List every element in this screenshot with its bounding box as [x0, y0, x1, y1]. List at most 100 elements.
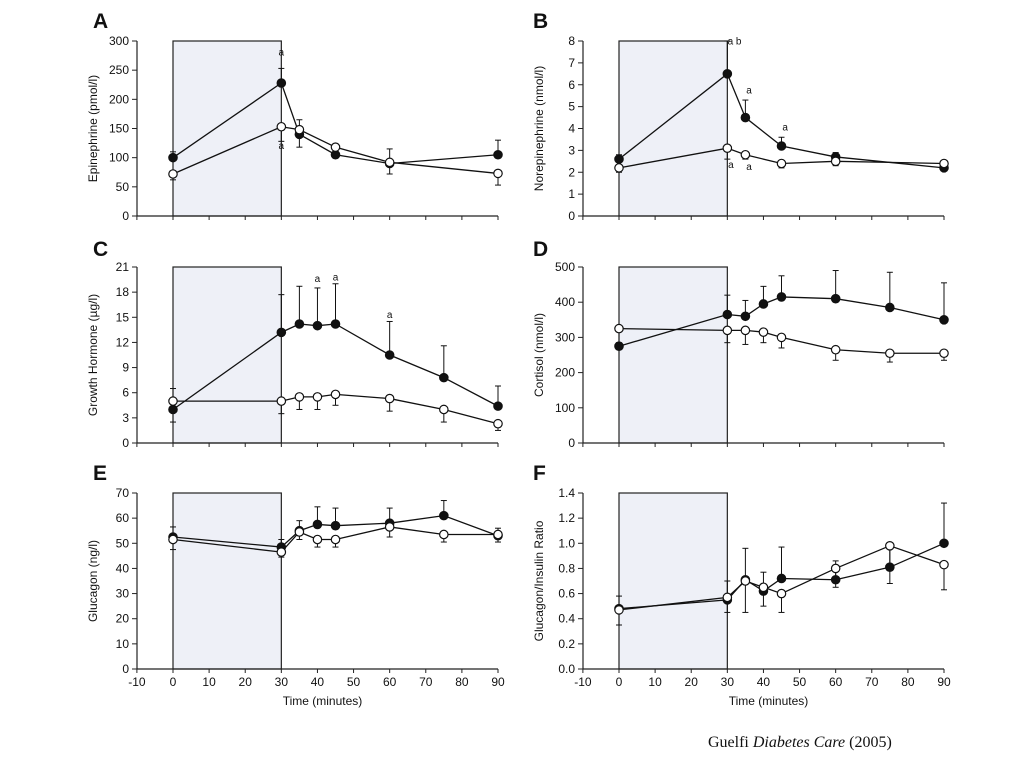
data-point: [384, 350, 395, 360]
x-tick-label: 40: [757, 675, 771, 689]
x-tick-label: 20: [685, 675, 699, 689]
y-tick-label: 3: [568, 143, 575, 157]
data-point: [384, 157, 395, 168]
series-filled: [168, 283, 503, 415]
data-point: [168, 152, 178, 163]
y-tick-label: 10: [116, 637, 130, 651]
data-point: [493, 149, 503, 160]
data-point: [885, 540, 895, 551]
y-tick-label: 40: [116, 561, 130, 575]
data-point: [294, 392, 305, 402]
y-tick-label: 300: [555, 330, 575, 344]
series-open: [168, 121, 503, 186]
y-tick-label: 250: [109, 63, 129, 77]
panel-letter: A: [93, 10, 108, 33]
y-axis-label: Norepinephrine (nmol/l): [532, 66, 546, 191]
y-tick-label: 100: [555, 401, 575, 415]
shaded-interval: [618, 266, 728, 444]
data-point: [885, 348, 895, 359]
data-point: [276, 547, 287, 557]
y-axis-label: Epinephrine (pmol/l): [86, 75, 100, 182]
data-point: [168, 169, 178, 179]
panel-f: F 0.0 0.2 0.4 0.6 0.8 1.0 1.2 1.4 -10 0 10 20 30 40 50 6…: [532, 462, 951, 708]
data-point: [312, 519, 323, 530]
data-point: [722, 325, 733, 336]
x-tick-label: -10: [128, 675, 146, 689]
y-tick-label: 6: [568, 78, 575, 92]
y-tick-label: 100: [109, 151, 129, 165]
data-point: [614, 341, 624, 351]
x-tick-label: 0: [170, 675, 177, 689]
significance-annotation: a: [728, 160, 734, 171]
y-tick-label: 0.8: [558, 561, 575, 575]
y-tick-label: 18: [116, 285, 130, 299]
y-tick-label: 0: [568, 436, 575, 450]
y-tick-label: 0.2: [558, 637, 575, 651]
panel-a: A 0 50 100 150 200 250 300 Epinephrine (pmol/l) a…: [86, 10, 503, 223]
data-point: [439, 372, 449, 383]
x-tick-label: 50: [793, 675, 807, 689]
data-point: [493, 418, 503, 429]
x-axis-label: Time (minutes): [283, 694, 363, 708]
series-filled: [614, 270, 949, 351]
y-tick-label: 5: [568, 100, 575, 114]
data-point: [276, 327, 287, 338]
data-point: [614, 163, 624, 173]
x-tick-label: 80: [455, 675, 469, 689]
y-tick-label: 21: [116, 260, 130, 274]
y-tick-label: 0: [122, 436, 129, 450]
x-tick-label: 50: [347, 675, 361, 689]
y-tick-label: 70: [116, 486, 130, 500]
y-tick-label: 150: [109, 122, 129, 136]
data-point: [276, 121, 287, 132]
x-tick-label: 60: [829, 675, 843, 689]
data-point: [330, 520, 341, 531]
data-point: [830, 563, 841, 574]
series-line: [172, 81, 499, 165]
x-tick-label: 30: [275, 675, 289, 689]
data-point: [439, 404, 449, 415]
x-tick-label: 90: [937, 675, 951, 689]
data-point: [493, 401, 503, 411]
data-point: [830, 293, 841, 304]
shaded-interval: [172, 492, 282, 670]
y-tick-label: 30: [116, 587, 130, 601]
x-tick-label: 70: [865, 675, 879, 689]
shaded-interval: [172, 266, 282, 444]
y-tick-label: 0: [568, 209, 575, 223]
y-tick-label: 500: [555, 260, 575, 274]
data-point: [776, 158, 787, 169]
y-tick-label: 20: [116, 612, 130, 626]
significance-annotation: a: [279, 141, 285, 152]
data-point: [776, 292, 787, 302]
y-tick-label: 3: [122, 411, 129, 425]
data-point: [312, 320, 323, 331]
significance-annotation: a: [746, 162, 752, 173]
data-point: [740, 112, 751, 123]
panel-d: D 0 100 200 300 400 500 Cortisol (nmol/l): [532, 238, 949, 450]
y-tick-label: 4: [568, 122, 575, 136]
data-point: [776, 573, 787, 584]
data-point: [614, 605, 624, 615]
y-tick-label: 0.4: [558, 612, 575, 626]
citation-author: Guelfi: [708, 734, 749, 751]
x-tick-label: 40: [311, 675, 325, 689]
data-point: [722, 143, 733, 153]
data-point: [168, 396, 178, 406]
panel-letter: F: [533, 462, 546, 485]
y-tick-label: 50: [116, 536, 130, 550]
y-tick-label: 8: [568, 34, 575, 48]
x-tick-label: 10: [648, 675, 662, 689]
data-point: [740, 311, 751, 322]
x-tick-label: 60: [383, 675, 397, 689]
series-open: [168, 522, 503, 558]
shaded-interval: [618, 40, 728, 217]
y-tick-label: 15: [116, 310, 130, 324]
y-tick-label: 9: [122, 361, 129, 375]
data-point: [740, 325, 751, 336]
data-point: [384, 393, 395, 404]
x-tick-label: -10: [574, 675, 592, 689]
data-point: [294, 319, 305, 329]
y-tick-label: 50: [116, 180, 130, 194]
